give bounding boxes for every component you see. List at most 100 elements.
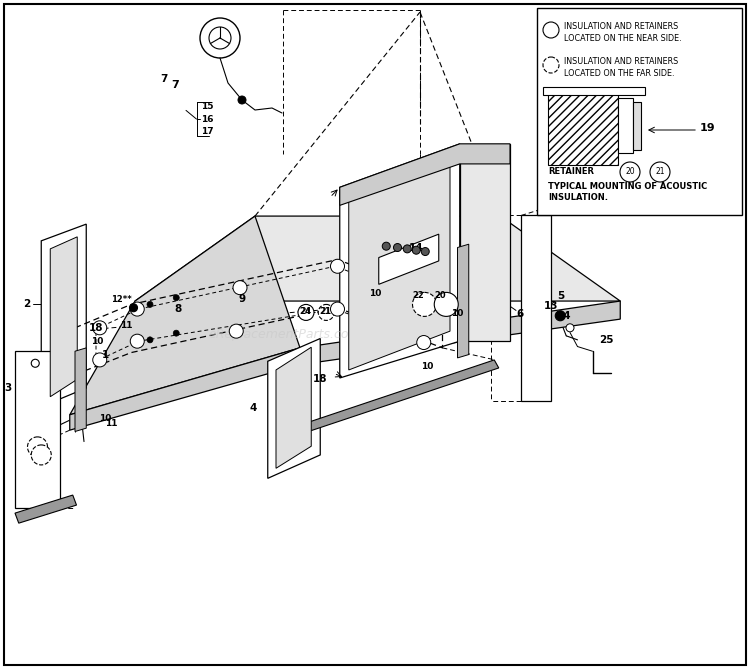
Polygon shape bbox=[295, 360, 499, 435]
Text: 14: 14 bbox=[409, 243, 424, 252]
Text: 6: 6 bbox=[516, 310, 524, 319]
Text: 11: 11 bbox=[105, 419, 117, 428]
Text: 22: 22 bbox=[413, 291, 424, 300]
Circle shape bbox=[417, 293, 430, 306]
Circle shape bbox=[173, 330, 179, 336]
Polygon shape bbox=[340, 144, 460, 378]
Bar bbox=[633, 102, 641, 150]
Circle shape bbox=[404, 245, 411, 253]
Text: 10: 10 bbox=[452, 308, 464, 318]
Polygon shape bbox=[276, 347, 311, 468]
Circle shape bbox=[422, 248, 429, 256]
Text: 25: 25 bbox=[598, 335, 613, 345]
Circle shape bbox=[28, 437, 47, 457]
Text: 18: 18 bbox=[88, 323, 104, 332]
Circle shape bbox=[173, 295, 179, 300]
Circle shape bbox=[93, 353, 106, 367]
Polygon shape bbox=[521, 215, 551, 401]
Polygon shape bbox=[349, 157, 450, 370]
Circle shape bbox=[620, 162, 640, 182]
Text: 7: 7 bbox=[171, 80, 178, 90]
Polygon shape bbox=[70, 348, 300, 430]
Text: 20: 20 bbox=[626, 167, 634, 177]
Text: 10: 10 bbox=[99, 413, 111, 423]
Circle shape bbox=[331, 260, 344, 273]
Polygon shape bbox=[340, 144, 510, 205]
Text: 24: 24 bbox=[299, 307, 311, 316]
Polygon shape bbox=[70, 216, 300, 415]
Bar bbox=[543, 87, 645, 95]
Circle shape bbox=[238, 96, 246, 104]
Text: INSULATION AND RETAINERS
LOCATED ON THE FAR SIDE.: INSULATION AND RETAINERS LOCATED ON THE … bbox=[564, 57, 678, 78]
Text: 21: 21 bbox=[656, 167, 664, 177]
Circle shape bbox=[417, 336, 430, 349]
Text: 5: 5 bbox=[557, 291, 565, 300]
Circle shape bbox=[32, 445, 51, 465]
Polygon shape bbox=[379, 234, 439, 284]
Text: 19: 19 bbox=[700, 123, 715, 133]
Ellipse shape bbox=[422, 226, 448, 262]
Polygon shape bbox=[268, 339, 320, 478]
Polygon shape bbox=[135, 216, 620, 301]
Circle shape bbox=[32, 359, 39, 367]
Polygon shape bbox=[75, 348, 86, 432]
Text: 12**: 12** bbox=[111, 295, 132, 304]
Text: 18: 18 bbox=[313, 375, 328, 384]
Bar bbox=[537, 8, 742, 215]
Circle shape bbox=[200, 18, 240, 58]
Circle shape bbox=[382, 242, 390, 250]
Polygon shape bbox=[15, 351, 60, 508]
Text: 14: 14 bbox=[556, 312, 572, 321]
Circle shape bbox=[394, 244, 401, 252]
Polygon shape bbox=[460, 144, 510, 341]
Text: 10: 10 bbox=[422, 362, 434, 371]
Text: eReplacementParts.com: eReplacementParts.com bbox=[209, 328, 362, 341]
Circle shape bbox=[93, 321, 106, 334]
Circle shape bbox=[298, 304, 314, 320]
Text: 15: 15 bbox=[201, 102, 214, 111]
Circle shape bbox=[434, 292, 458, 316]
Circle shape bbox=[318, 304, 334, 320]
Text: RETAINER: RETAINER bbox=[548, 167, 594, 177]
Circle shape bbox=[209, 27, 231, 49]
Text: 11: 11 bbox=[120, 321, 132, 330]
Circle shape bbox=[331, 302, 344, 316]
Circle shape bbox=[147, 337, 153, 343]
Polygon shape bbox=[458, 244, 469, 358]
Text: 19: 19 bbox=[691, 114, 706, 123]
Polygon shape bbox=[50, 237, 77, 397]
Text: INSULATION AND RETAINERS
LOCATED ON THE NEAR SIDE.: INSULATION AND RETAINERS LOCATED ON THE … bbox=[564, 22, 682, 43]
Bar bbox=[548, 90, 618, 165]
Bar bbox=[618, 98, 633, 153]
Circle shape bbox=[650, 162, 670, 182]
Text: 17: 17 bbox=[201, 127, 214, 136]
Text: 16: 16 bbox=[201, 114, 214, 124]
Circle shape bbox=[543, 57, 559, 73]
Text: 2: 2 bbox=[22, 300, 30, 309]
Text: 4: 4 bbox=[250, 403, 257, 413]
Circle shape bbox=[566, 324, 574, 332]
Text: 21: 21 bbox=[320, 306, 332, 316]
Circle shape bbox=[130, 304, 137, 312]
Circle shape bbox=[233, 281, 247, 294]
Circle shape bbox=[555, 311, 566, 320]
Polygon shape bbox=[15, 495, 76, 523]
Polygon shape bbox=[300, 301, 620, 365]
Text: 9: 9 bbox=[238, 294, 246, 304]
Text: 8: 8 bbox=[174, 304, 182, 314]
Polygon shape bbox=[41, 224, 86, 407]
Text: 20: 20 bbox=[434, 291, 446, 300]
Circle shape bbox=[130, 302, 144, 316]
Text: TYPICAL MOUNTING OF ACOUSTIC
INSULATION.: TYPICAL MOUNTING OF ACOUSTIC INSULATION. bbox=[548, 182, 707, 202]
Text: 10: 10 bbox=[92, 337, 104, 346]
Text: 21: 21 bbox=[319, 307, 331, 316]
Circle shape bbox=[413, 292, 436, 316]
Text: 3: 3 bbox=[4, 383, 11, 393]
Circle shape bbox=[413, 246, 420, 254]
Text: 23: 23 bbox=[35, 450, 47, 460]
Text: 13: 13 bbox=[544, 301, 559, 310]
Circle shape bbox=[130, 334, 144, 348]
Text: 24: 24 bbox=[300, 306, 312, 316]
Circle shape bbox=[543, 22, 559, 38]
Circle shape bbox=[230, 324, 243, 338]
